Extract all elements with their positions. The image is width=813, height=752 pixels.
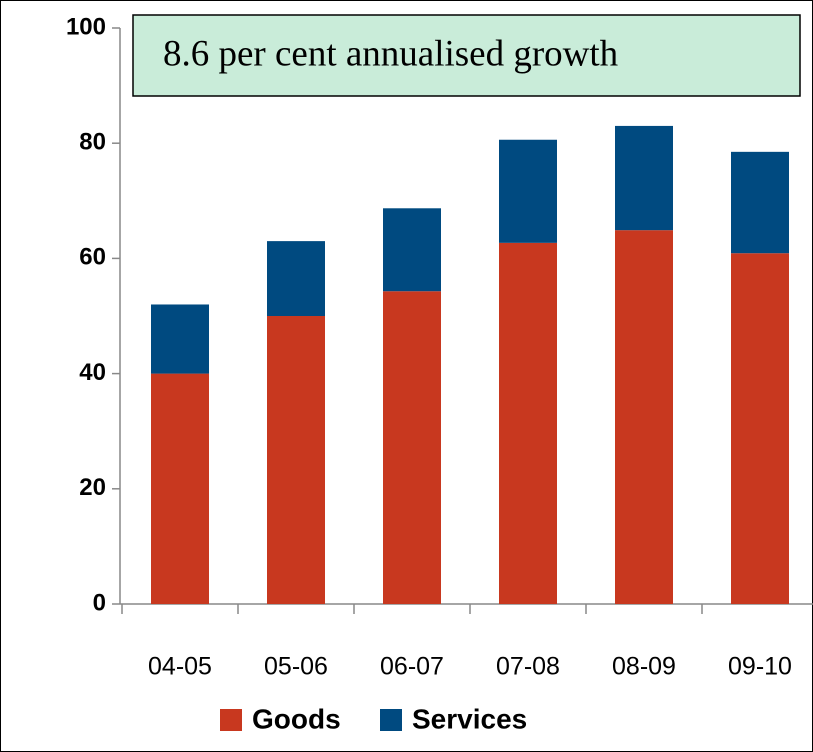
annotation: 8.6 per cent annualised growth: [163, 33, 619, 74]
bar-segment: [383, 208, 441, 292]
bar-segment: [499, 139, 557, 243]
bar-segment: [731, 151, 789, 254]
legend-swatch: [380, 709, 402, 731]
legend-swatch: [220, 709, 242, 731]
bar-segment: [267, 316, 325, 604]
bar-segment: [499, 242, 557, 604]
bar-segment: [731, 253, 789, 604]
legend-label: Services: [412, 703, 527, 734]
bar-segment: [151, 373, 209, 604]
bar-segment: [151, 304, 209, 374]
bar-segment: [383, 291, 441, 604]
bar-segment: [267, 241, 325, 316]
y-tick-label: 100: [66, 13, 106, 40]
x-tick-label: 09-10: [728, 653, 792, 681]
y-tick-label: 0: [93, 589, 106, 616]
x-tick-label: 06-07: [380, 653, 444, 681]
y-tick-label: 20: [79, 474, 106, 501]
y-tick-label: 60: [79, 244, 106, 271]
legend-label: Goods: [252, 703, 341, 734]
x-tick-label: 05-06: [264, 653, 328, 681]
x-tick-label: 07-08: [496, 653, 560, 681]
x-tick-label: 04-05: [148, 653, 212, 681]
x-tick-label: 08-09: [612, 653, 676, 681]
annotation-box: [132, 14, 801, 97]
bar-segment: [615, 230, 673, 604]
y-tick-label: 80: [79, 129, 106, 156]
bar-segment: [615, 125, 673, 231]
y-tick-label: 40: [79, 359, 106, 386]
